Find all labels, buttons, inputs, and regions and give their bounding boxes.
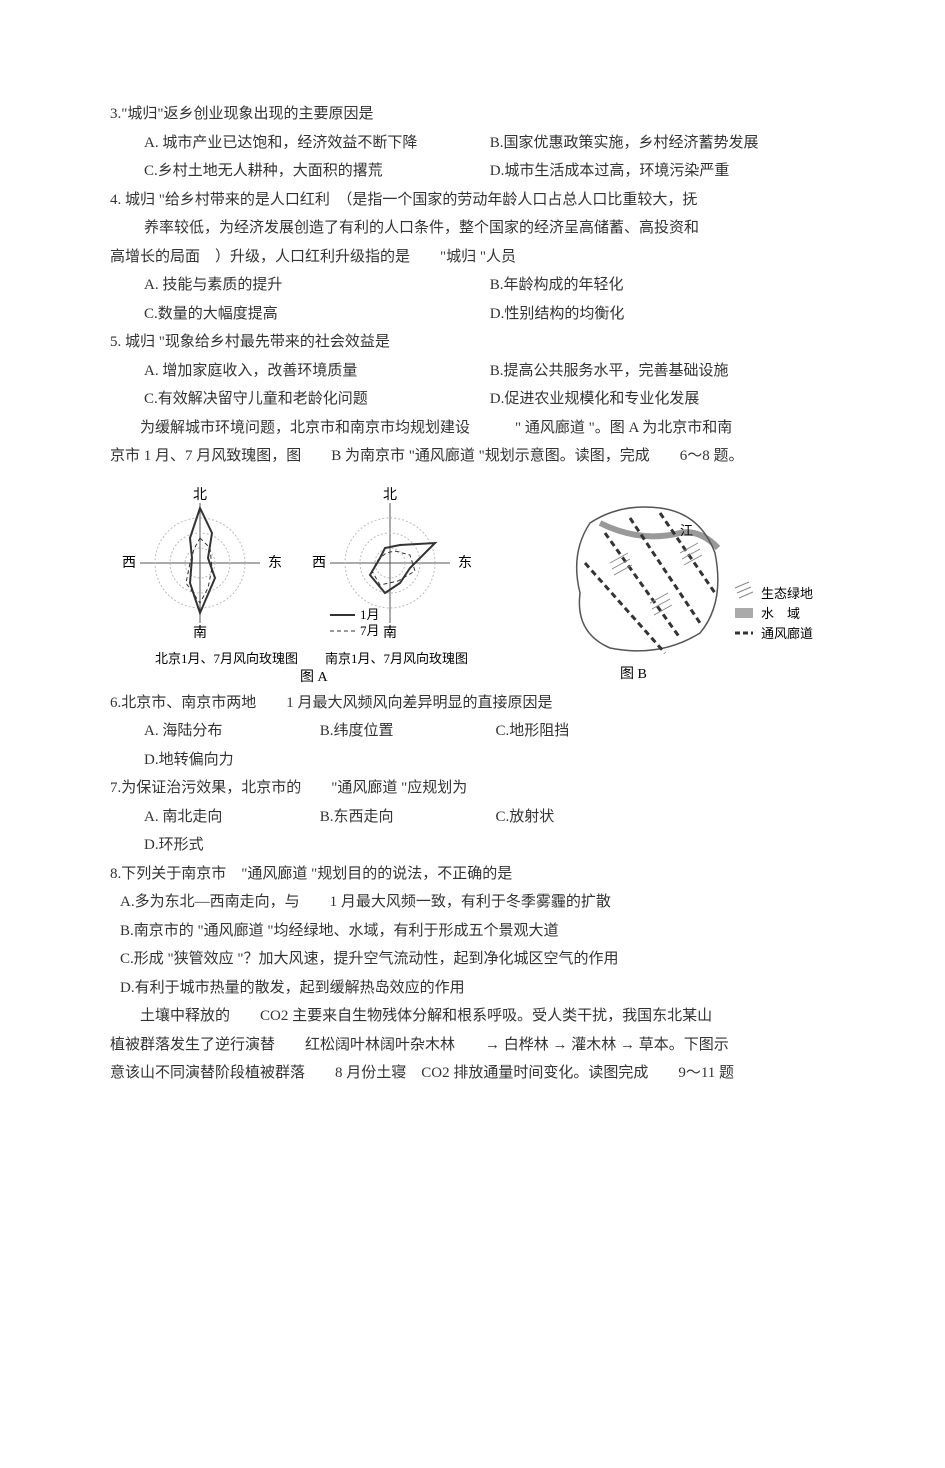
q4-opt-a: A. 技能与素质的提升 xyxy=(144,271,464,300)
q4-stem2: 养率较低，为经济发展创造了有利的人口条件，整个国家的经济呈高储蓄、高投资和 xyxy=(144,214,835,243)
q4-stem3: 高增长的局面 ）升级，人口红利升级指的是 "城归 "人员 xyxy=(110,243,835,272)
q3-stem: 3."城归"返乡创业现象出现的主要原因是 xyxy=(110,100,835,129)
q7: 7.为保证治污效果，北京市的 "通风廊道 "应规划为 A. 南北走向 B.东西走… xyxy=(110,774,835,860)
q7-opt-b: B.东西走向 xyxy=(320,803,470,832)
figure-block: 北 南 东 西 北 南 东 西 xyxy=(110,483,835,683)
q4-options: A. 技能与素质的提升 B.年龄构成的年轻化 C.数量的大幅度提高 D.性别结构… xyxy=(144,271,835,328)
q8-opt-d: D.有利于城市热量的散发，起到缓解热岛效应的作用 xyxy=(120,974,835,1003)
label-north: 北 xyxy=(193,487,207,503)
q8-opt-c: C.形成 "狭管效应 "？加大风速，提升空气流动性，起到净化城区空气的作用 xyxy=(120,945,835,974)
nanjing-map: 江 生态绿地 水 域 xyxy=(577,507,813,653)
q4-stem1: 4. 城归 "给乡村带来的是人口红利 （是指一个国家的劳动年龄人口占总人口比重较… xyxy=(110,186,835,215)
q3-options: A. 城市产业已达饱和，经济效益不断下降 B.国家优惠政策实施，乡村经济蓄势发展… xyxy=(144,129,835,186)
q3: 3."城归"返乡创业现象出现的主要原因是 A. 城市产业已达饱和，经济效益不断下… xyxy=(110,100,835,186)
legend-jul: 7月 xyxy=(360,623,380,638)
intro-9to11-line3: 意该山不同演替阶段植被群落 8 月份土寝 CO2 排放通量时间变化。读图完成 9… xyxy=(110,1059,835,1088)
intro-9to11-line1: 土壤中释放的 CO2 主要来自生物残体分解和根系呼吸。受人类干扰，我国东北某山 xyxy=(110,1002,835,1031)
intro-9to11-line2: 植被群落发生了逆行演替 红松阔叶林阔叶杂木林 → 白桦林 → 灌木林 → 草本。… xyxy=(110,1031,835,1060)
figure-svg: 北 南 东 西 北 南 东 西 xyxy=(110,483,830,683)
intro-6to8-line2: 京市 1 月、7 月风致瑰图，图 B 为南京市 "通风廊道 "规划示意图。读图，… xyxy=(110,442,835,471)
q4: 4. 城归 "给乡村带来的是人口红利 （是指一个国家的劳动年龄人口占总人口比重较… xyxy=(110,186,835,329)
q8: 8.下列关于南京市 "通风廊道 "规划目的的说法，不正确的是 A.多为东北—西南… xyxy=(110,860,835,1003)
legend-jan: 1月 xyxy=(360,607,380,622)
legend-corridor: 通风廊道 xyxy=(761,626,813,641)
q6-stem: 6.北京市、南京市两地 1 月最大风频风向差异明显的直接原因是 xyxy=(110,689,835,718)
q8-opt-b: B.南京市的 "通风廊道 "均经绿地、水域，有利于形成五个景观大道 xyxy=(120,917,835,946)
q7-opt-d: D.环形式 xyxy=(144,831,294,860)
q6-opt-a: A. 海陆分布 xyxy=(144,717,294,746)
q4-opt-b: B.年龄构成的年轻化 xyxy=(490,271,810,300)
figA-label: 图 A xyxy=(300,670,328,685)
q6-options: A. 海陆分布 B.纬度位置 C.地形阻挡 D.地转偏向力 xyxy=(144,717,835,774)
q6-opt-d: D.地转偏向力 xyxy=(144,746,294,775)
q7-options: A. 南北走向 B.东西走向 C.放射状 D.环形式 xyxy=(144,803,835,860)
q5-options: A. 增加家庭收入，改善环境质量 B.提高公共服务水平，完善基础设施 C.有效解… xyxy=(144,357,835,414)
label-west2: 西 xyxy=(312,556,326,571)
beijing-wind-rose: 北 南 东 西 xyxy=(122,487,282,641)
q5-opt-d: D.促进农业规模化和专业化发展 xyxy=(490,385,810,414)
label-east: 东 xyxy=(268,555,282,571)
q3-opt-a: A. 城市产业已达饱和，经济效益不断下降 xyxy=(144,129,464,158)
q5-opt-c: C.有效解决留守儿童和老龄化问题 xyxy=(144,385,464,414)
legend-water: 水 域 xyxy=(761,606,800,621)
q5-opt-a: A. 增加家庭收入，改善环境质量 xyxy=(144,357,464,386)
q6: 6.北京市、南京市两地 1 月最大风频风向差异明显的直接原因是 A. 海陆分布 … xyxy=(110,689,835,775)
q6-opt-b: B.纬度位置 xyxy=(320,717,470,746)
beijing-title: 北京1月、7月风向玫瑰图 xyxy=(155,651,298,666)
q4-opt-d: D.性别结构的均衡化 xyxy=(490,300,810,329)
figB-label: 图 B xyxy=(620,667,647,682)
q8-opt-a: A.多为东北—西南走向，与 1 月最大风频一致，有利于冬季雾霾的扩散 xyxy=(120,888,835,917)
q5-opt-b: B.提高公共服务水平，完善基础设施 xyxy=(490,357,810,386)
q6-opt-c: C.地形阻挡 xyxy=(496,717,646,746)
label-north2: 北 xyxy=(383,487,397,503)
q8-stem: 8.下列关于南京市 "通风廊道 "规划目的的说法，不正确的是 xyxy=(110,860,835,889)
q3-opt-b: B.国家优惠政策实施，乡村经济蓄势发展 xyxy=(490,129,810,158)
q5-stem: 5. 城归 "现象给乡村最先带来的社会效益是 xyxy=(110,328,835,357)
label-east2: 东 xyxy=(458,555,472,571)
label-west: 西 xyxy=(122,556,136,571)
q3-opt-c: C.乡村土地无人耕种，大面积的撂荒 xyxy=(144,157,464,186)
exam-page: 3."城归"返乡创业现象出现的主要原因是 A. 城市产业已达饱和，经济效益不断下… xyxy=(0,0,945,1468)
q7-opt-c: C.放射状 xyxy=(496,803,646,832)
q4-opt-c: C.数量的大幅度提高 xyxy=(144,300,464,329)
nanjing-title: 南京1月、7月风向玫瑰图 xyxy=(325,651,468,666)
label-south2: 南 xyxy=(383,625,397,641)
intro-6to8-line1: 为缓解城市环境问题，北京市和南京市均规划建设 " 通风廊道 "。图 A 为北京市… xyxy=(110,414,835,443)
q7-stem: 7.为保证治污效果，北京市的 "通风廊道 "应规划为 xyxy=(110,774,835,803)
river-label: 江 xyxy=(680,523,693,538)
legend-green: 生态绿地 xyxy=(761,586,813,601)
q3-opt-d: D.城市生活成本过高，环境污染严重 xyxy=(490,157,810,186)
q7-opt-a: A. 南北走向 xyxy=(144,803,294,832)
q5: 5. 城归 "现象给乡村最先带来的社会效益是 A. 增加家庭收入，改善环境质量 … xyxy=(110,328,835,414)
label-south: 南 xyxy=(193,625,207,641)
nanjing-wind-rose: 北 南 东 西 1月 7月 xyxy=(312,487,472,641)
